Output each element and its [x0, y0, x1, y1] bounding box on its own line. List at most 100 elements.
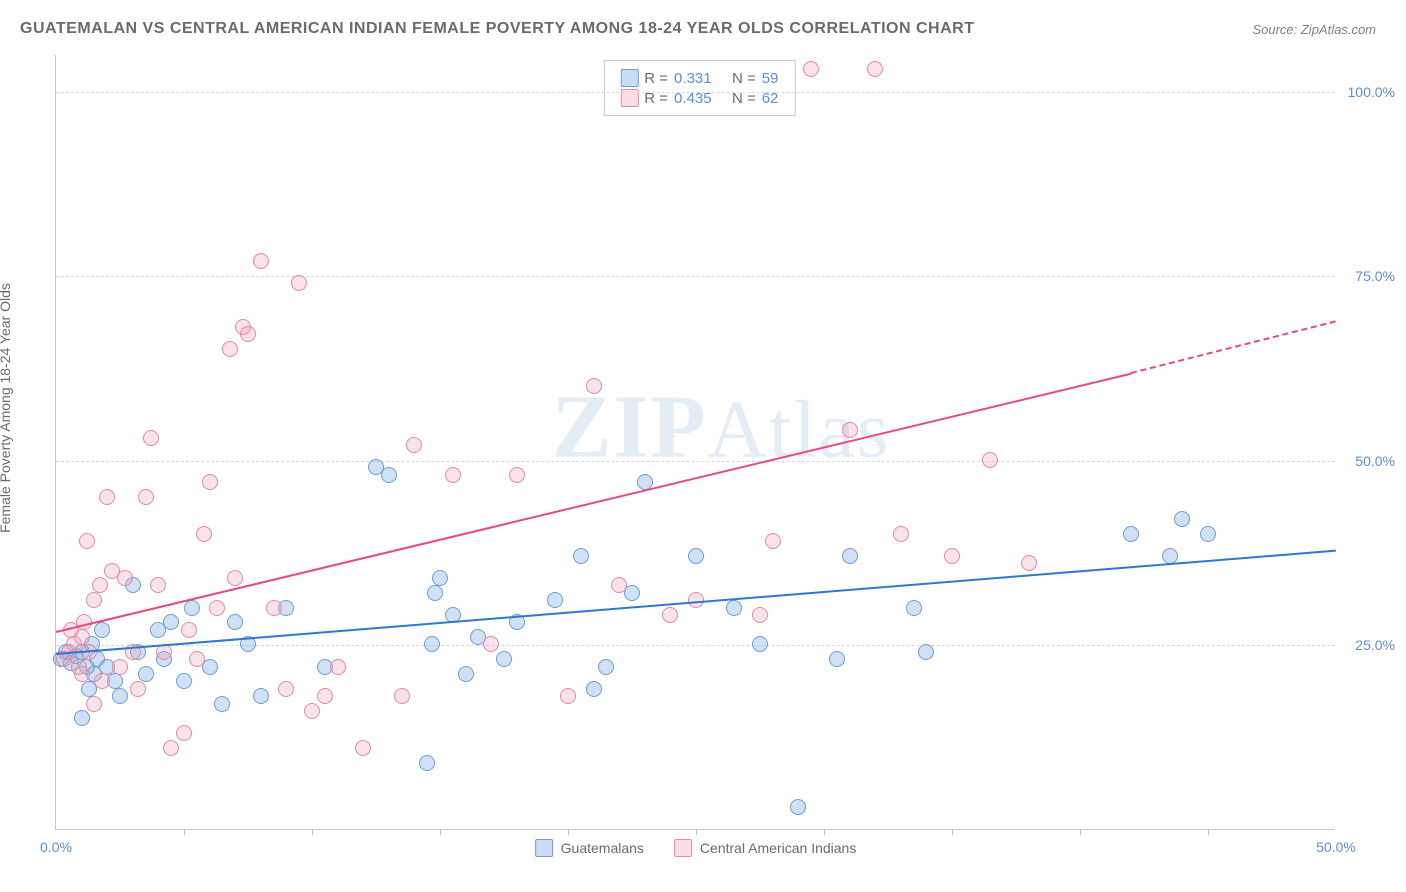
scatter-point: [74, 710, 90, 726]
n-label: N =: [732, 70, 756, 87]
trend-line-pink: [56, 372, 1132, 632]
y-tick-label: 50.0%: [1355, 453, 1395, 469]
scatter-point: [1200, 526, 1216, 542]
scatter-point: [99, 489, 115, 505]
scatter-point: [1162, 548, 1178, 564]
scatter-point: [688, 548, 704, 564]
watermark: ZIPAtlas: [552, 375, 891, 478]
scatter-point: [202, 474, 218, 490]
gridline: [56, 276, 1335, 277]
r-label: R =: [644, 70, 668, 87]
scatter-point: [130, 681, 146, 697]
scatter-point: [304, 703, 320, 719]
scatter-point: [176, 673, 192, 689]
scatter-point: [509, 467, 525, 483]
scatter-point: [547, 592, 563, 608]
scatter-point: [330, 659, 346, 675]
y-tick-label: 25.0%: [1355, 637, 1395, 653]
chart-area: ZIPAtlas R = 0.331 N = 59 R = 0.435 N = …: [55, 55, 1335, 830]
x-tick: [440, 829, 441, 835]
scatter-point: [1174, 511, 1190, 527]
scatter-point: [266, 600, 282, 616]
scatter-point: [86, 592, 102, 608]
gridline: [56, 461, 1335, 462]
scatter-point: [253, 688, 269, 704]
scatter-point: [209, 600, 225, 616]
scatter-point: [181, 622, 197, 638]
scatter-point: [112, 688, 128, 704]
scatter-point: [227, 570, 243, 586]
scatter-point: [394, 688, 410, 704]
series-legend: Guatemalans Central American Indians: [535, 839, 857, 857]
scatter-point: [355, 740, 371, 756]
scatter-point: [86, 696, 102, 712]
scatter-point: [560, 688, 576, 704]
scatter-point: [94, 622, 110, 638]
scatter-point: [317, 688, 333, 704]
x-tick: [568, 829, 569, 835]
scatter-point: [598, 659, 614, 675]
scatter-point: [406, 437, 422, 453]
scatter-point: [432, 570, 448, 586]
scatter-point: [586, 681, 602, 697]
correlation-legend: R = 0.331 N = 59 R = 0.435 N = 62: [603, 60, 795, 116]
scatter-point: [94, 673, 110, 689]
scatter-point: [184, 600, 200, 616]
legend-label: Central American Indians: [700, 840, 856, 856]
legend-row-blue: R = 0.331 N = 59: [620, 69, 778, 87]
scatter-point: [918, 644, 934, 660]
scatter-point: [1123, 526, 1139, 542]
scatter-point: [726, 600, 742, 616]
x-tick-label: 0.0%: [40, 839, 72, 855]
scatter-point: [842, 422, 858, 438]
x-tick-label: 50.0%: [1316, 839, 1356, 855]
scatter-point: [240, 326, 256, 342]
scatter-point: [803, 61, 819, 77]
scatter-point: [586, 378, 602, 394]
legend-item-blue: Guatemalans: [535, 839, 644, 857]
scatter-point: [611, 577, 627, 593]
y-tick-label: 100.0%: [1348, 84, 1395, 100]
n-value-blue: 59: [762, 70, 779, 87]
y-tick-label: 75.0%: [1355, 268, 1395, 284]
x-tick: [312, 829, 313, 835]
scatter-point: [893, 526, 909, 542]
scatter-point: [74, 666, 90, 682]
scatter-point: [752, 636, 768, 652]
scatter-point: [291, 275, 307, 291]
source-attribution: Source: ZipAtlas.com: [1252, 22, 1376, 37]
gridline: [56, 92, 1335, 93]
scatter-point: [150, 577, 166, 593]
scatter-point: [752, 607, 768, 623]
scatter-point: [419, 755, 435, 771]
scatter-plot: ZIPAtlas R = 0.331 N = 59 R = 0.435 N = …: [55, 55, 1335, 830]
scatter-point: [483, 636, 499, 652]
scatter-point: [138, 489, 154, 505]
scatter-point: [424, 636, 440, 652]
scatter-point: [381, 467, 397, 483]
scatter-point: [92, 577, 108, 593]
scatter-point: [829, 651, 845, 667]
scatter-point: [573, 548, 589, 564]
scatter-point: [253, 253, 269, 269]
trend-line-blue: [56, 550, 1336, 655]
scatter-point: [445, 467, 461, 483]
r-value-blue: 0.331: [674, 70, 712, 87]
scatter-point: [427, 585, 443, 601]
scatter-point: [214, 696, 230, 712]
scatter-point: [867, 61, 883, 77]
legend-label: Guatemalans: [561, 840, 644, 856]
scatter-point: [1021, 555, 1037, 571]
scatter-point: [176, 725, 192, 741]
scatter-point: [906, 600, 922, 616]
scatter-point: [278, 681, 294, 697]
scatter-point: [163, 740, 179, 756]
scatter-point: [143, 430, 159, 446]
legend-item-pink: Central American Indians: [674, 839, 856, 857]
y-axis-label: Female Poverty Among 18-24 Year Olds: [0, 283, 13, 533]
scatter-point: [496, 651, 512, 667]
scatter-point: [163, 614, 179, 630]
chart-title: GUATEMALAN VS CENTRAL AMERICAN INDIAN FE…: [20, 20, 975, 38]
trend-line-pink-extrapolated: [1131, 321, 1336, 375]
x-tick: [696, 829, 697, 835]
